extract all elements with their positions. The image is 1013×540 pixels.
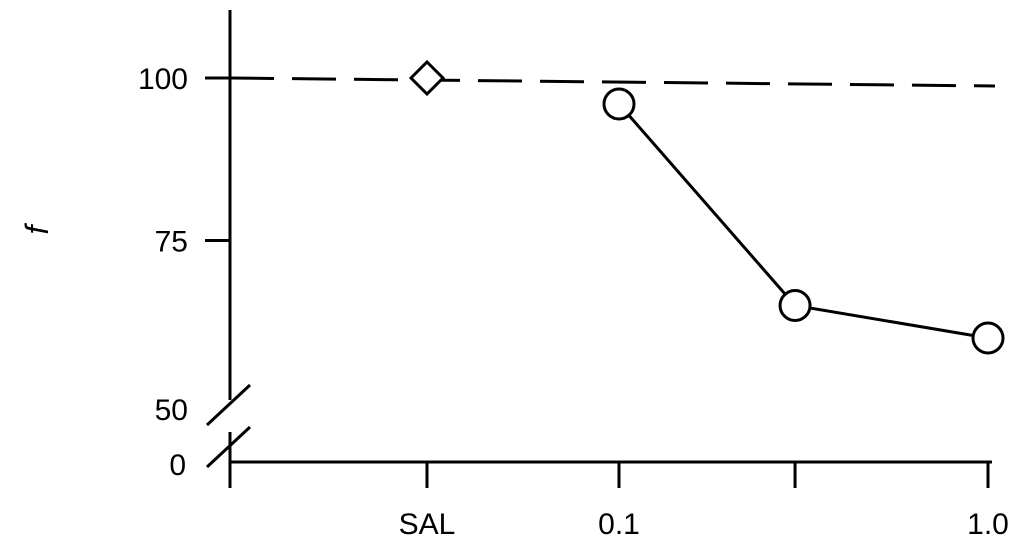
data-point-diamond (408, 59, 446, 97)
y-tick-label: 0 (169, 449, 186, 482)
y-tick-label: 50 (155, 394, 188, 427)
series-group (408, 59, 1005, 355)
x-tick-label: 0.1 (598, 508, 640, 540)
reference-line (229, 76, 996, 88)
axis-break-mark (205, 383, 252, 427)
x-tick-label: SAL (399, 508, 456, 540)
data-point-circle (602, 87, 636, 121)
data-point-circle (971, 321, 1005, 355)
y-tick-label: 75 (155, 226, 188, 259)
data-point-circle (778, 289, 812, 322)
ticks: 100 75 50 0 SAL 0.1 1.0 (138, 63, 1009, 540)
y-axis-label: f (19, 222, 55, 234)
x-tick-label: 1.0 (967, 508, 1009, 540)
reference-line-group (229, 76, 996, 88)
y-tick-label: 100 (138, 63, 188, 96)
axes (205, 10, 992, 469)
axis-break-mark (205, 425, 252, 469)
